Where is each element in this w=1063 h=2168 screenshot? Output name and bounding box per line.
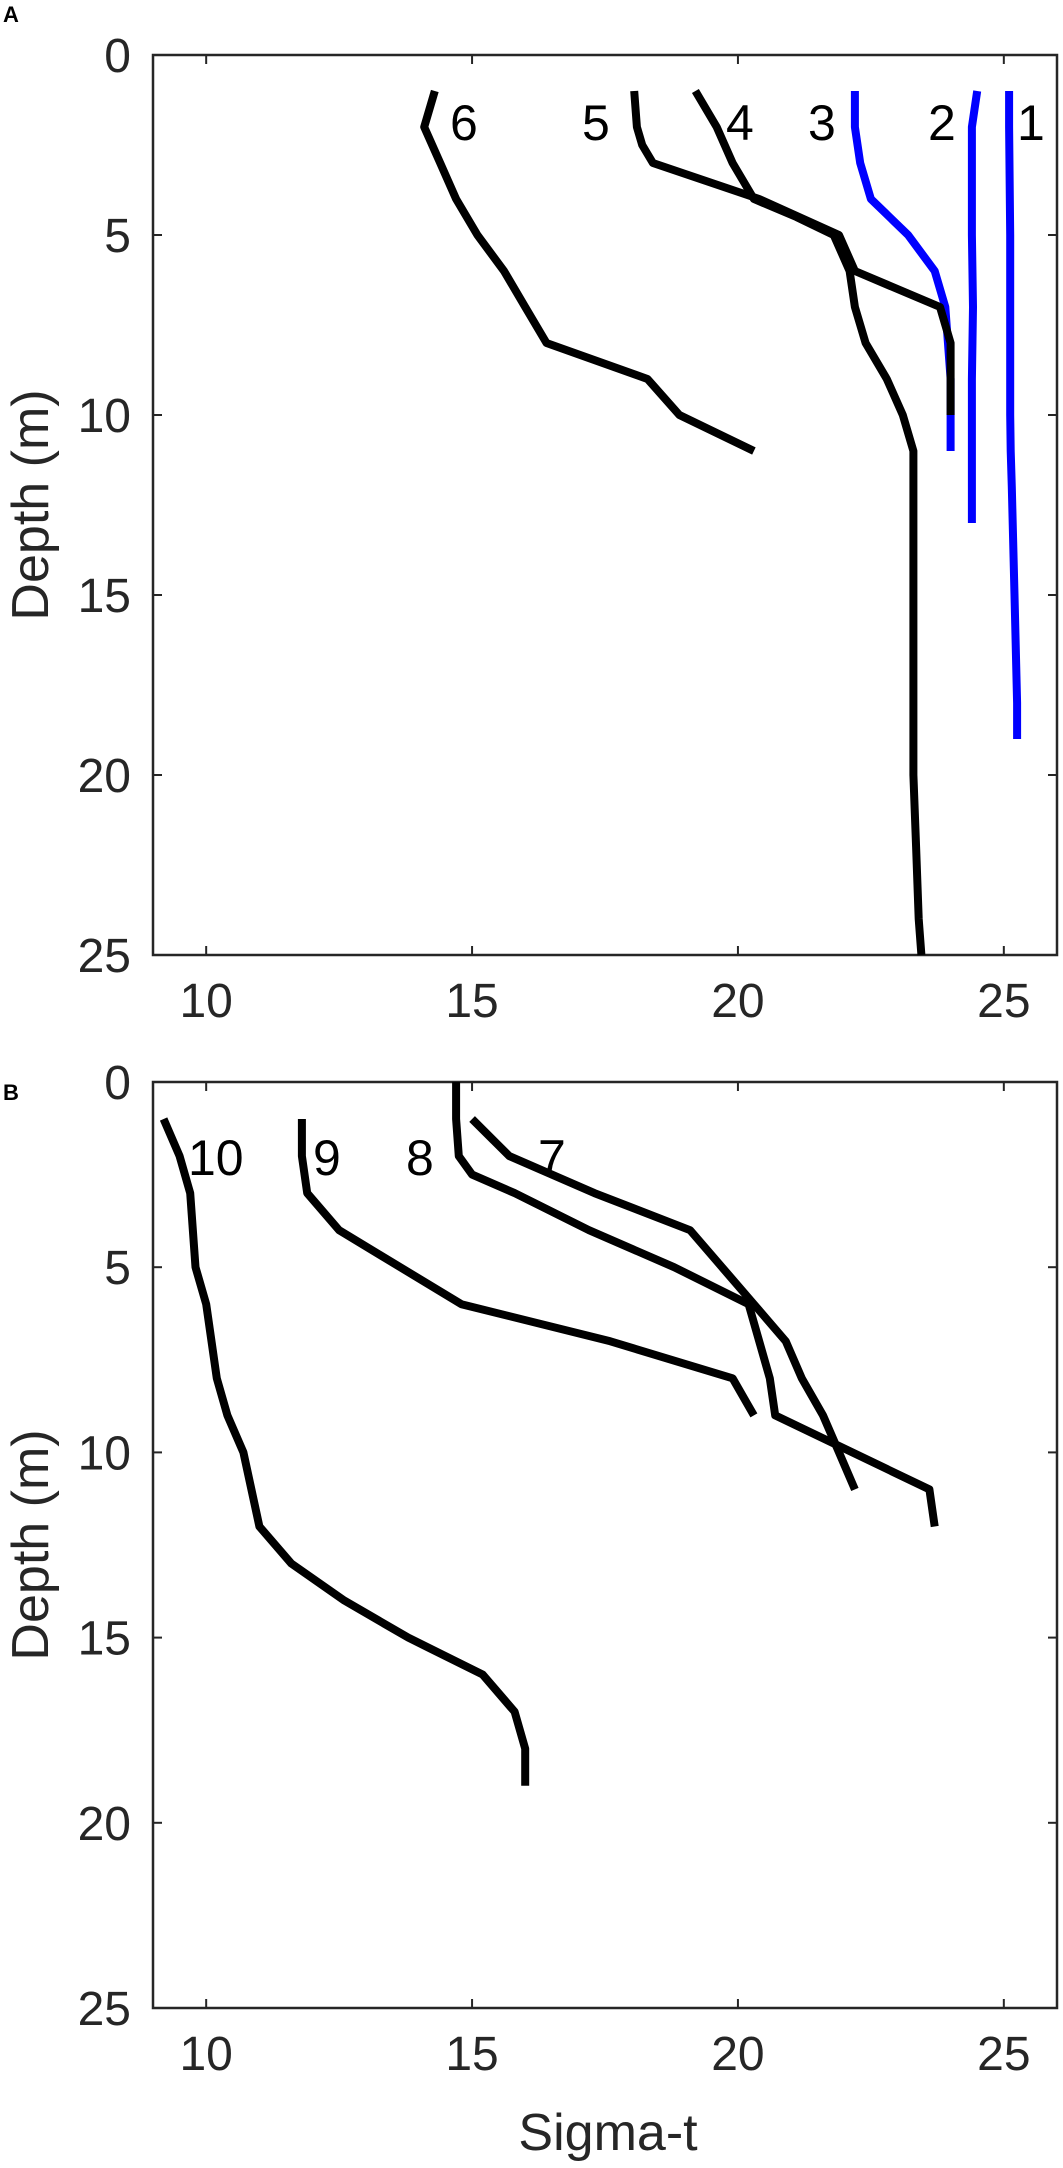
panel-b-y-tick-label-5: 5 bbox=[104, 1242, 131, 1295]
curve-label-6: 6 bbox=[450, 95, 478, 151]
panel-b-letter: B bbox=[3, 1080, 19, 1105]
curve-label-9: 9 bbox=[313, 1130, 341, 1186]
panel-a-curve-labels: 1 2 3 4 5 6 bbox=[450, 95, 1045, 151]
panel-b-y-tick-label-20: 20 bbox=[78, 1798, 131, 1851]
panel-a-y-tick-label-20: 20 bbox=[78, 750, 131, 803]
panel-a-series-line-2 bbox=[967, 90, 982, 523]
panel-a-series-line-5 bbox=[630, 90, 955, 415]
panel-b-series bbox=[159, 1082, 939, 1786]
panel-a-x-ticks: 10 15 20 25 bbox=[179, 55, 1031, 1028]
curve-label-5: 5 bbox=[582, 95, 610, 151]
panel-b-y-tick-label-0: 0 bbox=[104, 1057, 131, 1110]
panel-a-y-tick-label-10: 10 bbox=[78, 390, 131, 443]
panel-b-x-ticks: 10 15 20 25 bbox=[179, 1082, 1031, 2081]
curve-label-7: 7 bbox=[538, 1130, 566, 1186]
panel-a-x-tick-label-20: 20 bbox=[711, 975, 764, 1028]
curve-label-4: 4 bbox=[726, 95, 754, 151]
curve-label-10: 10 bbox=[188, 1130, 244, 1186]
panel-a-x-tick-label-25: 25 bbox=[977, 975, 1030, 1028]
panel-b-x-tick-label-25: 25 bbox=[977, 2028, 1030, 2081]
panel-a-series-line-6 bbox=[420, 89, 756, 455]
panel-b-y-tick-label-25: 25 bbox=[78, 1983, 131, 2036]
panel-b-x-tick-label-10: 10 bbox=[179, 2028, 232, 2081]
panel-a-series-line-1 bbox=[1005, 91, 1022, 739]
panel-b-y-axis-label: Depth (m) bbox=[2, 1429, 60, 1660]
panel-a-y-tick-label-5: 5 bbox=[104, 210, 131, 263]
panel-a-y-tick-label-15: 15 bbox=[78, 570, 131, 623]
panel-b-x-tick-label-15: 15 bbox=[445, 2028, 498, 2081]
panel-b-series-line-10 bbox=[159, 1117, 530, 1786]
panel-b-series-line-7 bbox=[469, 1116, 859, 1491]
curve-label-1: 1 bbox=[1017, 95, 1045, 151]
panel-b-y-tick-label-15: 15 bbox=[78, 1613, 131, 1666]
curve-label-2: 2 bbox=[928, 95, 956, 151]
panel-b-series-line-9 bbox=[297, 1119, 758, 1418]
panel-b-x-tick-label-20: 20 bbox=[711, 2028, 764, 2081]
panel-a-axes-frame bbox=[151, 53, 1059, 957]
panel-a-y-tick-label-25: 25 bbox=[78, 930, 131, 983]
panel-b-x-axis-label: Sigma-t bbox=[518, 2104, 698, 2162]
panel-a-y-axis-label: Depth (m) bbox=[2, 389, 60, 620]
panel-a-x-tick-label-10: 10 bbox=[179, 975, 232, 1028]
curve-label-3: 3 bbox=[808, 95, 836, 151]
panel-a-x-tick-label-15: 15 bbox=[445, 975, 498, 1028]
panel-b-axes-frame bbox=[151, 1080, 1059, 2010]
panel-b-series-line-8 bbox=[452, 1082, 939, 1528]
panel-b-curve-labels: 7 8 9 10 bbox=[188, 1130, 566, 1186]
panel-b-y-ticks: 0 5 10 15 20 25 bbox=[78, 1057, 1057, 2036]
panel-a-series bbox=[420, 88, 1022, 956]
panel-a-letter: A bbox=[3, 2, 19, 27]
curve-label-8: 8 bbox=[406, 1130, 434, 1186]
panel-a-y-tick-label-0: 0 bbox=[104, 30, 131, 83]
panel-b-y-tick-label-10: 10 bbox=[78, 1427, 131, 1480]
